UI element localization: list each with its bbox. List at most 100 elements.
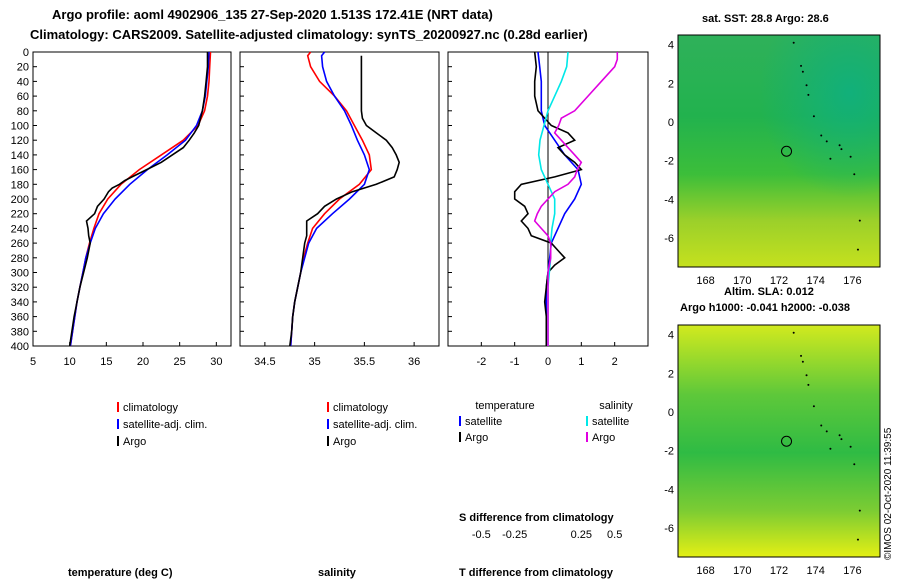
salinity-xlabel: salinity (318, 567, 356, 579)
map-y-tick-label: -2 (664, 446, 674, 458)
island-dot (838, 144, 841, 147)
map-x-tick-label: 172 (770, 275, 788, 287)
sla-map (677, 324, 881, 558)
depth-tick-label: 240 (11, 223, 29, 235)
series-line-argo (289, 55, 401, 347)
figure-title-line2: Climatology: CARS2009. Satellite-adjuste… (30, 27, 588, 42)
depth-tick-label: 320 (11, 282, 29, 294)
island-dot (856, 538, 859, 541)
island-dot (807, 93, 810, 96)
island-dot (801, 70, 804, 73)
temperature-legend-climatology-label: climatology (123, 402, 179, 414)
map-x-tick-label: 174 (807, 275, 825, 287)
x-tick-label: 1 (578, 356, 584, 368)
island-dot (805, 374, 808, 377)
sst-map-title: sat. SST: 28.8 Argo: 28.6 (702, 13, 829, 25)
depth-tick-label: 280 (11, 253, 29, 265)
diff-legend-sal-satellite-label: satellite (592, 416, 629, 428)
x-tick-label: 15 (100, 356, 112, 368)
x-tick-label: 5 (30, 356, 36, 368)
sst-map (677, 34, 881, 268)
map-x-tick-label: 176 (843, 565, 861, 577)
island-dot (849, 445, 852, 448)
x-tick-label: -1 (510, 356, 520, 368)
map-y-tick-label: 0 (668, 117, 674, 129)
island-dot (807, 383, 810, 386)
island-dot (800, 64, 803, 67)
island-dot (805, 84, 808, 87)
x-tick-label: 35.5 (354, 356, 375, 368)
island-dot (858, 219, 861, 222)
island-dot (820, 424, 823, 427)
x2-tick-label: 0.5 (607, 529, 622, 541)
island-dot (792, 331, 795, 334)
sla-map-subtitle: Argo h1000: -0.041 h2000: -0.038 (680, 302, 850, 314)
island-dot (853, 173, 856, 176)
diff-legend-salinity-title: salinity (599, 400, 633, 412)
island-dot (812, 115, 815, 118)
depth-tick-label: 380 (11, 326, 29, 338)
depth-tick-label: 220 (11, 209, 29, 221)
salinity-legend-climatology-label: climatology (333, 402, 389, 414)
depth-tick-label: 200 (11, 194, 29, 206)
temperature-panel-frame (32, 51, 232, 347)
x-tick-label: 20 (137, 356, 149, 368)
island-dot (812, 405, 815, 408)
depth-tick-label: 0 (23, 47, 29, 59)
island-dot (801, 360, 804, 363)
island-dot (849, 155, 852, 158)
map-y-tick-label: 4 (668, 40, 674, 52)
map-x-tick-label: 168 (696, 275, 714, 287)
sla-map-title: Altim. SLA: 0.012 (724, 286, 814, 298)
depth-tick-label: 40 (17, 76, 29, 88)
x-tick-label: 35 (309, 356, 321, 368)
copyright-stamp: ©IMOS 02-Oct-2020 11:39:55 (883, 427, 894, 560)
diff-legend-temp-argo-label: Argo (465, 432, 488, 444)
map-x-tick-label: 170 (733, 565, 751, 577)
salinity-legend-argo-label: Argo (333, 436, 356, 448)
island-dot (853, 463, 856, 466)
map-x-tick-label: 168 (696, 565, 714, 577)
x2-tick-label: -0.5 (472, 529, 491, 541)
x-tick-label: 34.5 (254, 356, 275, 368)
x-tick-label: 10 (64, 356, 76, 368)
map-y-tick-label: -4 (664, 194, 674, 206)
series-line-salinity-satellite (537, 51, 569, 346)
island-dot (829, 157, 832, 160)
salinity-legend-satellite-label: satellite-adj. clim. (333, 419, 417, 431)
diff-legend-temp-satellite-label: satellite (465, 416, 502, 428)
depth-tick-label: 260 (11, 238, 29, 250)
diff-legend-sal-argo-label: Argo (592, 432, 615, 444)
island-dot (856, 248, 859, 251)
figure-title-line1: Argo profile: aoml 4902906_135 27-Sep-20… (52, 7, 493, 22)
depth-tick-label: 360 (11, 312, 29, 324)
depth-tick-label: 300 (11, 268, 29, 280)
depth-tick-label: 20 (17, 62, 29, 74)
temperature-legend-satellite-label: satellite-adj. clim. (123, 419, 207, 431)
depth-tick-label: 120 (11, 135, 29, 147)
island-dot (825, 140, 828, 143)
depth-tick-label: 160 (11, 165, 29, 177)
diff-legend-temperature-title: temperature (475, 400, 534, 412)
series-line-argo (68, 52, 209, 347)
island-dot (820, 134, 823, 137)
map-x-tick-label: 174 (807, 565, 825, 577)
depth-tick-label: 340 (11, 297, 29, 309)
map-x-tick-label: 176 (843, 275, 861, 287)
map-y-tick-label: -4 (664, 484, 674, 496)
map-y-tick-label: -2 (664, 156, 674, 168)
island-dot (838, 434, 841, 437)
map-y-tick-label: -6 (664, 523, 674, 535)
depth-tick-label: 400 (11, 341, 29, 353)
difference-xlabel: T difference from climatology (459, 567, 614, 579)
depth-tick-label: 60 (17, 91, 29, 103)
temperature-xlabel: temperature (deg C) (68, 567, 173, 579)
series-line-salinity-argo (533, 52, 619, 346)
x-tick-label: 30 (210, 356, 222, 368)
map-x-tick-label: 170 (733, 275, 751, 287)
map-y-tick-label: 4 (668, 330, 674, 342)
x2-tick-label: 0.25 (571, 529, 592, 541)
series-line-climatology (69, 51, 212, 347)
x-tick-label: 25 (174, 356, 186, 368)
